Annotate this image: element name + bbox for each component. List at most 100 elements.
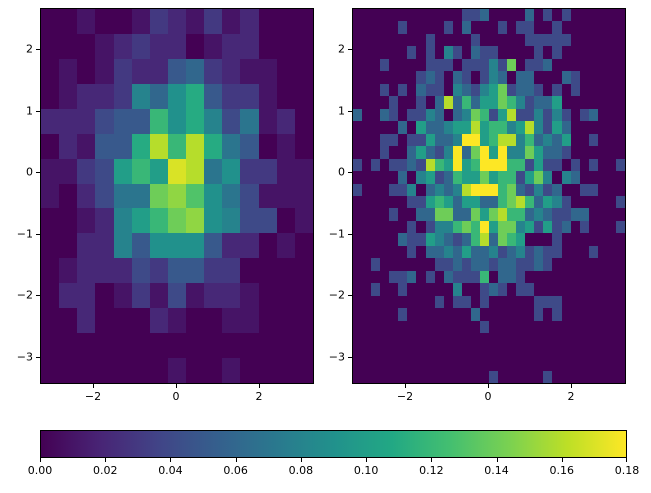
heatmap-cell [552,245,562,259]
heatmap-cell [534,333,544,346]
y-tick [36,172,40,173]
heatmap-cell [407,21,417,34]
heatmap-cell [425,71,435,84]
heatmap-cell [525,121,535,134]
heatmap-cell [606,358,616,371]
heatmap-cell [498,108,508,122]
heatmap-cell [461,258,471,271]
heatmap-cell [149,158,168,184]
heatmap-cell [516,283,526,296]
heatmap-cell [534,83,544,97]
heatmap-cell [606,283,616,296]
heatmap-cell [488,358,499,371]
heatmap-cell [149,308,168,334]
heatmap-cell [461,96,471,109]
x-tick-label: 0 [172,390,180,403]
y-tick [36,110,40,112]
heatmap-cell [240,358,259,383]
heatmap-cell [488,171,499,184]
heatmap-cell [113,108,132,134]
heatmap-cell [416,333,426,346]
heatmap-cell [353,158,363,172]
heatmap-cell [380,183,390,196]
heatmap-cell [488,108,499,122]
heatmap-cell [452,171,462,184]
heatmap-cell [240,233,259,259]
heatmap-cell [615,96,625,109]
heatmap-cell [167,233,187,259]
heatmap-cell [561,21,571,34]
heatmap-cell [570,258,580,271]
colorbar-tick-label: 0.12 [419,464,444,477]
heatmap-cell [470,283,480,296]
heatmap-cell [443,83,453,97]
heatmap-cell [452,233,462,246]
heatmap-cell [362,171,372,184]
heatmap-cell [452,133,462,147]
heatmap-cell [276,283,295,309]
heatmap-cell [434,245,444,259]
heatmap-cell [561,233,571,246]
colorbar-tick [40,458,41,462]
heatmap-cell [380,133,390,147]
heatmap-cell [434,21,444,34]
heatmap-cell [258,33,277,59]
heatmap-cell [525,283,535,296]
heatmap-cell [353,9,363,22]
heatmap-cell [443,308,453,321]
heatmap-cell [407,121,417,134]
heatmap-cell [443,245,453,259]
heatmap-cell [149,58,168,84]
heatmap-cell [204,308,223,334]
heatmap-cell [204,83,223,109]
heatmap-cell [488,33,499,47]
heatmap-cell [479,46,489,59]
heatmap-cell [488,283,499,296]
heatmap-cell [461,208,471,221]
heatmap-cell [149,133,168,159]
heatmap-cell [452,108,462,122]
heatmap-cell [516,71,526,84]
heatmap-cell [240,9,259,34]
heatmap-cell [389,370,399,383]
heatmap-cell [516,195,526,209]
heatmap-cell [597,358,607,371]
heatmap-cell [588,21,598,34]
heatmap-cell [461,308,471,321]
heatmap-cell [389,183,399,196]
colorbar-tick-label: 0.00 [27,464,53,477]
heatmap-cell [579,96,589,109]
heatmap-cell [407,270,417,284]
heatmap-cell [525,71,535,84]
heatmap-cell [425,9,435,22]
heatmap-cell [59,233,78,259]
heatmap-cell [149,9,168,34]
heatmap-cell [407,83,417,97]
heatmap-cell [570,46,580,59]
heatmap-cell [534,158,544,172]
heatmap-cell [461,345,471,359]
heatmap-cell [570,220,580,234]
heatmap-cell [579,71,589,84]
heatmap-cell [407,158,417,172]
heatmap-cell [615,258,625,271]
heatmap-cell [452,333,462,346]
heatmap-cell [534,33,544,47]
heatmap-cell [597,21,607,34]
heatmap-cell [389,245,399,259]
heatmap-cell [516,333,526,346]
heatmap-cell [470,133,480,147]
heatmap-cell [552,146,562,159]
heatmap-cell [276,333,295,359]
heatmap-cell [579,220,589,234]
heatmap-cell [131,358,150,383]
heatmap-cell [543,220,553,234]
heatmap-cell [353,208,363,221]
heatmap-cell [131,308,150,334]
heatmap-cell [362,21,372,34]
heatmap-cell [371,270,381,284]
heatmap-cell [452,146,462,159]
heatmap-cell [488,146,499,159]
heatmap-cell [588,46,598,59]
heatmap-cell [606,108,616,122]
